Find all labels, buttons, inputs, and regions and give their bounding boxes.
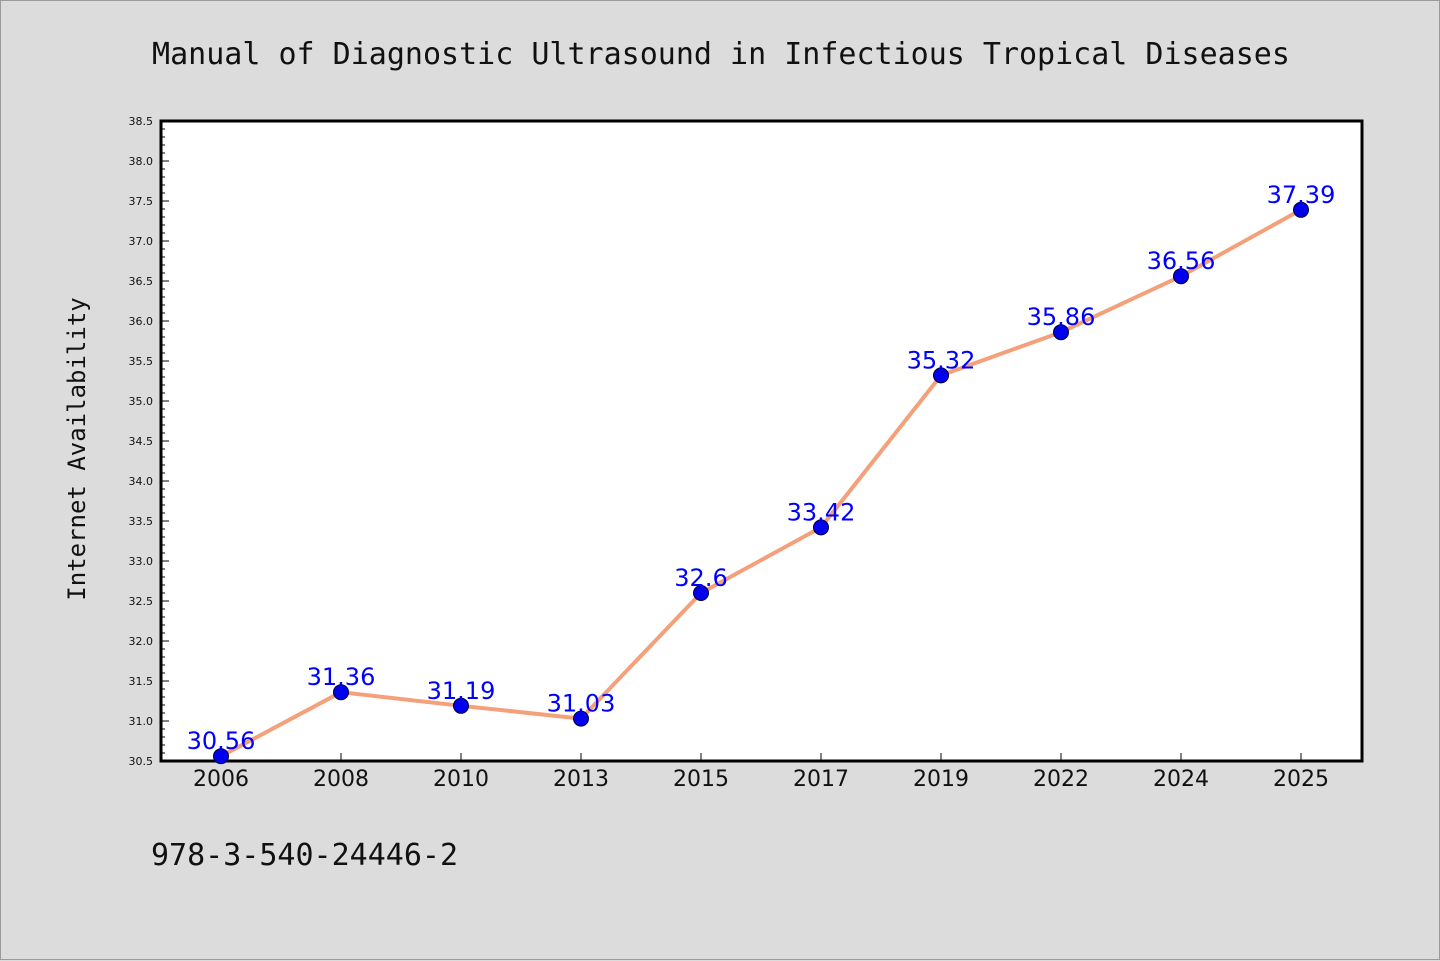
y-tick-label: 38.0: [129, 155, 154, 168]
x-tick-label: 2010: [433, 767, 489, 792]
data-point: [573, 710, 589, 727]
x-tick-label: 2013: [553, 767, 609, 792]
y-tick-label: 33.0: [129, 555, 154, 568]
data-point: [453, 697, 469, 714]
data-point: [933, 367, 949, 384]
series-group: [213, 201, 1309, 765]
y-tick-label: 33.5: [129, 515, 154, 528]
x-tick-label: 2025: [1273, 767, 1329, 792]
chart-title: Manual of Diagnostic Ultrasound in Infec…: [152, 37, 1290, 72]
data-point: [213, 748, 229, 765]
data-point: [813, 519, 829, 536]
y-tick-label: 38.5: [129, 115, 154, 128]
data-point: [693, 585, 709, 601]
y-tick-label: 30.5: [129, 755, 154, 768]
data-label: 37.39: [1267, 181, 1336, 209]
data-label: 31.19: [427, 677, 496, 705]
data-label: 31.36: [307, 663, 376, 691]
x-tick-label: 2017: [793, 767, 849, 792]
y-tick-label: 36.0: [129, 315, 154, 328]
data-labels-group: 30.56 31.36 31.19 31.03 32.6 33.42 35.32 35.86 3…: [187, 181, 1336, 755]
data-point: [333, 684, 349, 701]
series-line: [219, 207, 1303, 759]
y-tick-label: 34.5: [129, 435, 154, 448]
data-label: 33.42: [787, 498, 856, 526]
x-tick-label: 2006: [193, 767, 249, 792]
y-tick-label: 35.5: [129, 355, 154, 368]
x-axis-ticks: 2006 2008 2010 2013 2015 2017 2019 2022 2024 2025: [193, 753, 1329, 792]
y-tick-label: 35.0: [129, 395, 154, 408]
data-label: 35.86: [1027, 303, 1096, 331]
data-point: [1293, 201, 1309, 218]
data-label: 30.56: [187, 727, 256, 755]
y-axis-label: Internet Availability: [63, 297, 91, 600]
x-tick-label: 2022: [1033, 767, 1089, 792]
data-point: [1173, 268, 1189, 285]
x-tick-label: 2019: [913, 767, 969, 792]
x-tick-label: 2024: [1153, 767, 1209, 792]
isbn-footer: 978-3-540-24446-2: [151, 838, 458, 873]
data-label: 35.32: [907, 346, 976, 374]
data-label: 31.03: [547, 690, 616, 718]
y-tick-label: 31.0: [129, 715, 154, 728]
plot-area: [159, 119, 1364, 763]
y-tick-label: 36.5: [129, 275, 154, 288]
y-tick-label: 31.5: [129, 675, 154, 688]
x-tick-label: 2015: [673, 767, 729, 792]
data-label: 36.56: [1147, 247, 1216, 275]
data-point: [1053, 324, 1069, 341]
y-tick-label: 32.0: [129, 635, 154, 648]
y-tick-label: 37.5: [129, 195, 154, 208]
y-tick-label: 32.5: [129, 595, 154, 608]
data-label: 32.6: [674, 564, 727, 592]
y-tick-label: 37.0: [129, 235, 154, 248]
y-axis-ticks: 30.5 31.0 31.5 32.0 32.5 33.0 33.5 34.0 34.5 35.0…: [129, 115, 169, 768]
y-tick-label: 34.0: [129, 475, 154, 488]
x-tick-label: 2008: [313, 767, 369, 792]
